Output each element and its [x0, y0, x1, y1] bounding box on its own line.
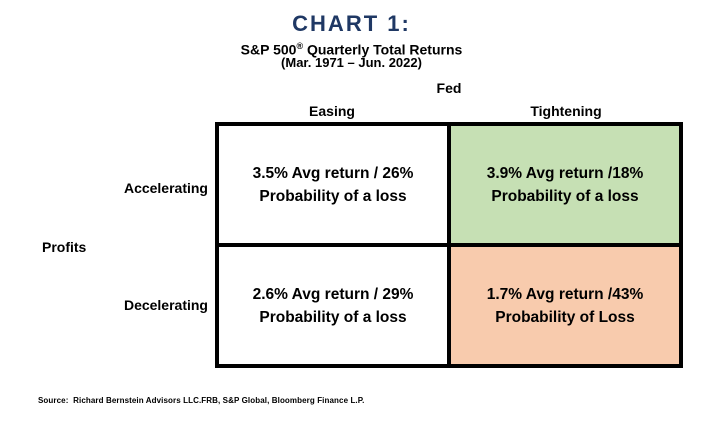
column-header-easing: Easing [309, 103, 355, 119]
column-header-tightening: Tightening [530, 103, 602, 119]
chart-title: CHART 1: [292, 11, 411, 36]
chart-subtitle-post: Quarterly Total Returns [303, 41, 463, 58]
source-attribution: Source: Richard Bernstein Advisors LLC.F… [38, 396, 365, 405]
cell-value-line2: Probability of a loss [259, 187, 407, 205]
chart-subtitle: S&P 500® Quarterly Total Returns [0, 39, 703, 58]
cell-accelerating-easing: 3.5% Avg return / 26% Probability of a l… [219, 126, 447, 243]
cell-accelerating-tightening: 3.9% Avg return /18% Probability of a lo… [451, 126, 679, 243]
cell-value-line1: 1.7% Avg return /43% [486, 285, 644, 303]
row-axis-label-profits: Profits [42, 239, 87, 255]
column-axis-label-fed: Fed [436, 80, 462, 96]
cell-value-line1: 3.5% Avg return / 26% [252, 164, 414, 182]
row-header-decelerating: Decelerating [123, 297, 208, 313]
cell-decelerating-tightening: 1.7% Avg return /43% Probability of Loss [451, 247, 679, 364]
chart-period: (Mar. 1971 – Jun. 2022) [281, 55, 422, 70]
cell-value-line2: Probability of Loss [495, 308, 635, 326]
cell-value-line2: Probability of a loss [491, 187, 639, 205]
registered-mark: ® [296, 41, 304, 51]
row-header-accelerating: Accelerating [123, 180, 208, 196]
chart-subtitle-pre: S&P 500 [240, 41, 297, 58]
cell-value-line2: Probability of a loss [259, 308, 407, 326]
cell-value-line1: 3.9% Avg return /18% [486, 164, 644, 182]
cell-value-line1: 2.6% Avg return / 29% [252, 285, 414, 303]
quadrant-matrix: 3.5% Avg return / 26% Probability of a l… [215, 122, 683, 368]
cell-decelerating-easing: 2.6% Avg return / 29% Probability of a l… [219, 247, 447, 364]
